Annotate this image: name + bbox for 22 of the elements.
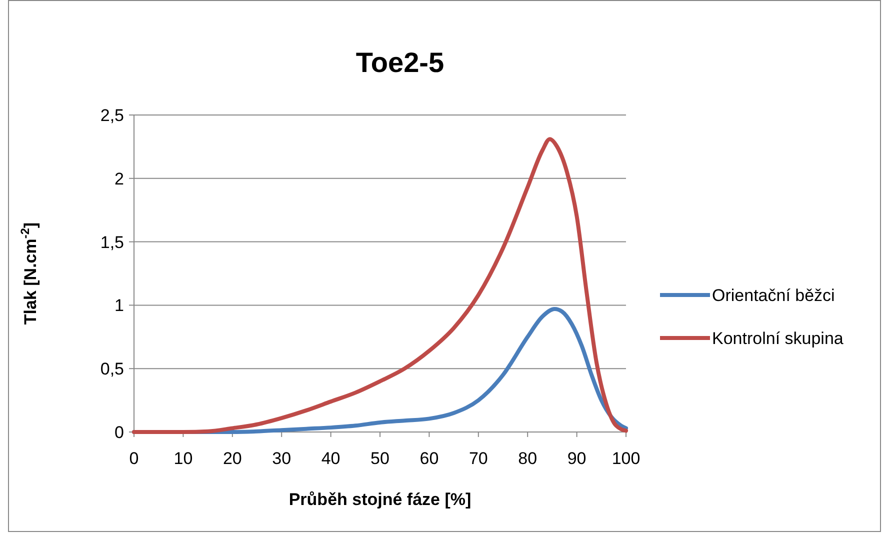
x-tick-label: 70 [468, 449, 488, 468]
legend-label: Kontrolní skupina [712, 328, 844, 348]
x-tick-label: 30 [272, 449, 292, 468]
x-tick-label: 0 [129, 449, 139, 468]
y-tick-label: 1,5 [100, 232, 124, 252]
y-tick-label: 1 [114, 296, 124, 316]
x-tick-label: 10 [174, 449, 193, 468]
x-axis-title: Průběh stojné fáze [%] [288, 490, 472, 509]
x-tick-label: 90 [567, 449, 586, 468]
x-tick-label: 50 [370, 449, 390, 468]
y-tick-label: 2 [114, 169, 124, 188]
x-tick-label: 100 [612, 449, 640, 468]
x-tick-label: 40 [321, 449, 340, 468]
y-tick-label: 0 [114, 422, 124, 442]
x-tick-label: 20 [222, 449, 242, 468]
x-tick-label: 60 [420, 449, 439, 468]
chart-title: Toe2-5 [356, 47, 444, 78]
line-series [132, 137, 628, 434]
legend-label: Orientační běžci [712, 286, 835, 305]
y-tick-label: 0,5 [100, 360, 124, 379]
x-tick-label: 80 [518, 449, 538, 468]
y-tick-label: 2,5 [100, 106, 124, 125]
